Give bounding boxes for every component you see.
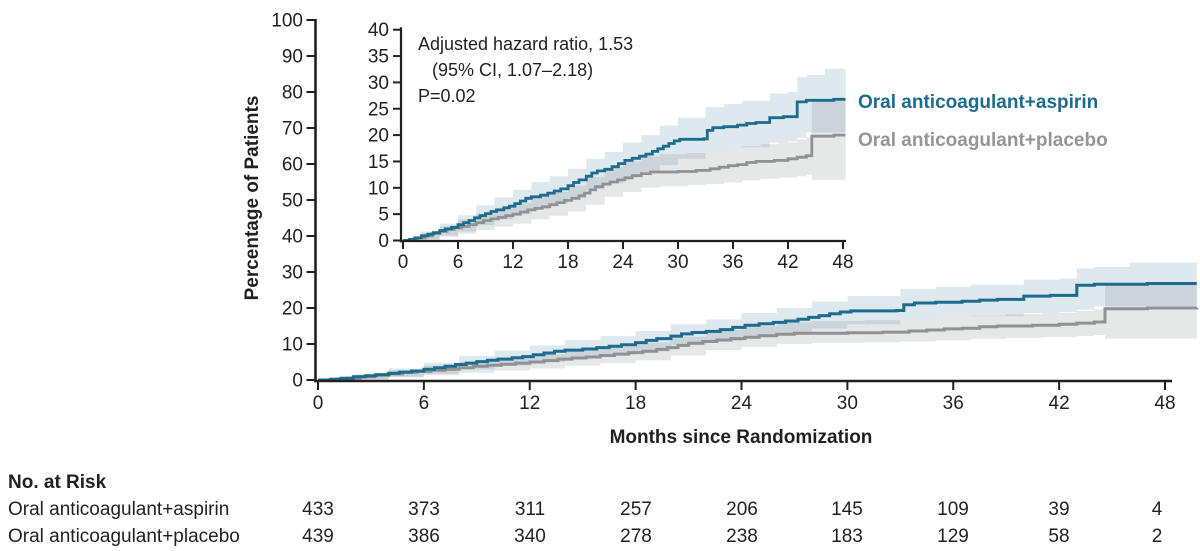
risk-row-label-placebo: Oral anticoagulant+placebo <box>8 526 240 547</box>
risk-value: 129 <box>937 526 969 547</box>
main-x-tick-label: 24 <box>731 393 753 414</box>
main-y-tick-label: 60 <box>282 155 303 176</box>
inset-y-tick-label: 0 <box>378 231 389 252</box>
inset-curve-placebo <box>403 133 846 242</box>
main-y-tick-label: 30 <box>282 263 303 284</box>
main-y-tick-label: 100 <box>271 11 303 32</box>
main-y-tick-label: 0 <box>292 371 303 392</box>
inset-x-tick-label: 6 <box>453 252 464 273</box>
risk-value: 109 <box>937 499 969 520</box>
risk-table-title: No. at Risk <box>8 472 107 493</box>
inset-y-tick-label: 5 <box>378 205 389 226</box>
hazard-ratio-annotation: Adjusted hazard ratio, 1.53 (95% CI, 1.0… <box>418 31 633 109</box>
main-curve-aspirin <box>318 282 1197 382</box>
risk-value: 257 <box>620 499 652 520</box>
risk-value: 145 <box>831 499 863 520</box>
risk-value: 278 <box>620 526 652 547</box>
main-x-tick-label: 0 <box>313 393 324 414</box>
inset-x-tick-label: 48 <box>832 252 853 273</box>
inset-x-tick-label: 36 <box>722 252 743 273</box>
inset-y-tick-label: 15 <box>368 152 389 173</box>
main-x-tick-label: 36 <box>943 393 964 414</box>
risk-value: 58 <box>1048 526 1070 547</box>
main-y-tick-label: 80 <box>282 83 303 104</box>
inset-x-tick-label: 12 <box>502 252 523 273</box>
risk-value: 439 <box>302 526 334 547</box>
risk-value: 238 <box>726 526 758 547</box>
risk-value: 183 <box>831 526 863 547</box>
risk-value: 311 <box>514 499 546 520</box>
risk-value: 206 <box>726 499 758 520</box>
main-x-tick-label: 18 <box>625 393 646 414</box>
main-y-tick-label: 50 <box>282 191 303 212</box>
main-x-tick-label: 12 <box>519 393 540 414</box>
inset-curve-aspirin <box>403 97 846 242</box>
inset-y-tick-label: 40 <box>368 20 389 41</box>
main-y-tick-label: 70 <box>282 119 303 140</box>
inset-y-tick-label: 10 <box>368 178 389 199</box>
annotation-line-2: (95% CI, 1.07–2.18) <box>432 60 594 80</box>
inset-ci-band-aspirin <box>403 68 846 241</box>
annotation-line-1: Adjusted hazard ratio, 1.53 <box>418 34 634 54</box>
risk-value: 373 <box>408 499 440 520</box>
x-axis-title: Months since Randomization <box>609 427 873 448</box>
main-x-tick-label: 6 <box>419 393 430 414</box>
inset-y-tick-label: 35 <box>368 47 389 68</box>
legend-label-placebo: Oral anticoagulant+placebo <box>858 130 1108 151</box>
inset-y-tick-label: 20 <box>368 126 389 147</box>
risk-value: 39 <box>1048 499 1070 520</box>
risk-value: 386 <box>408 526 440 547</box>
main-y-tick-label: 90 <box>282 47 303 68</box>
main-x-tick-label: 42 <box>1049 393 1070 414</box>
risk-value: 2 <box>1151 526 1163 547</box>
risk-value: 433 <box>302 499 334 520</box>
inset-y-tick-label: 30 <box>368 73 389 94</box>
main-ci-band-aspirin <box>318 262 1197 380</box>
inset-y-tick-label: 25 <box>368 99 389 120</box>
risk-value: 4 <box>1151 499 1163 520</box>
main-y-tick-label: 40 <box>282 227 303 248</box>
inset-x-tick-label: 42 <box>777 252 798 273</box>
risk-row-label-aspirin: Oral anticoagulant+aspirin <box>8 499 230 520</box>
main-y-tick-label: 20 <box>282 299 303 320</box>
inset-x-tick-label: 18 <box>557 252 578 273</box>
annotation-line-3: P=0.02 <box>418 86 476 106</box>
main-y-tick-label: 10 <box>282 335 303 356</box>
inset-x-tick-label: 0 <box>398 252 409 273</box>
legend-label-aspirin: Oral anticoagulant+aspirin <box>858 92 1099 113</box>
risk-value: 340 <box>514 526 546 547</box>
main-x-tick-label: 48 <box>1154 393 1175 414</box>
y-axis-title: Percentage of Patients <box>242 95 263 301</box>
inset-x-tick-label: 24 <box>612 252 634 273</box>
inset-x-tick-label: 30 <box>667 252 688 273</box>
main-x-tick-label: 30 <box>837 393 858 414</box>
